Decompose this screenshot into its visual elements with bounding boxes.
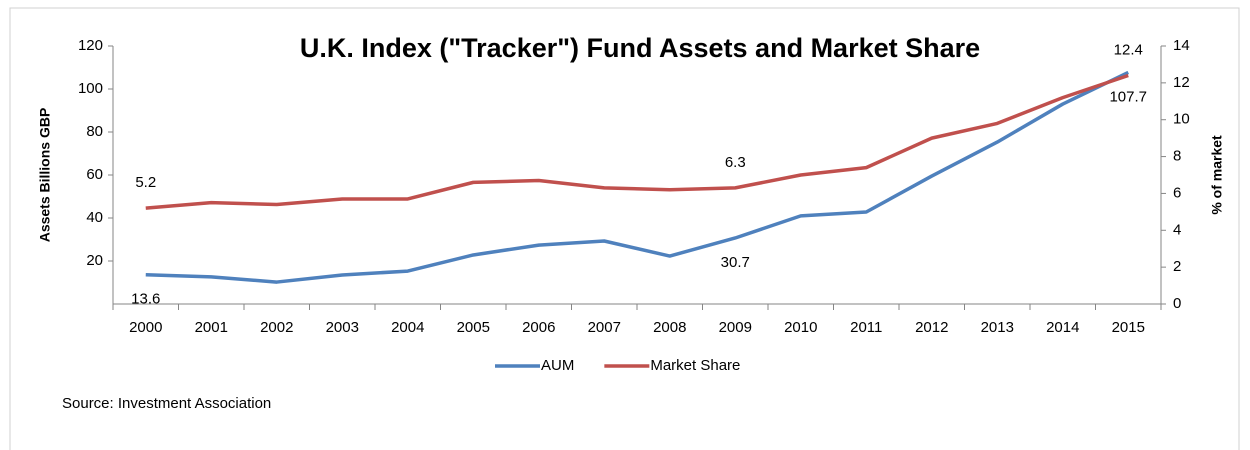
data-label: 30.7: [721, 254, 750, 271]
legend-label: AUM: [541, 357, 574, 374]
source-note: Source: Investment Association: [62, 395, 271, 412]
x-tick-label: 2012: [915, 319, 948, 336]
data-line: [145, 70, 1130, 284]
y-tick-label: 20: [86, 252, 103, 269]
data-line: [145, 73, 1129, 210]
y-tick-label: 80: [86, 123, 103, 140]
y2-tick-label: 8: [1173, 148, 1181, 165]
x-tick-label: 2008: [653, 319, 686, 336]
y-tick-label: 40: [86, 209, 103, 226]
y2-tick-label: 2: [1173, 258, 1181, 275]
y2-tick-label: 4: [1173, 221, 1181, 238]
y2-tick-label: 14: [1173, 37, 1190, 54]
x-tick-label: 2010: [784, 319, 817, 336]
x-tick-label: 2002: [260, 319, 293, 336]
data-label: 5.2: [135, 174, 156, 191]
legend-label: Market Share: [650, 357, 740, 374]
x-tick-label: 2005: [457, 319, 490, 336]
y2-axis-label: % of market: [1209, 135, 1225, 215]
y-tick-label: 60: [86, 166, 103, 183]
y-tick-label: 120: [78, 37, 103, 54]
x-tick-label: 2006: [522, 319, 555, 336]
data-label: 12.4: [1114, 41, 1143, 58]
y-axis-label: Assets Billions GBP: [37, 108, 53, 243]
x-tick-label: 2004: [391, 319, 424, 336]
x-tick-label: 2014: [1046, 319, 1079, 336]
x-tick-label: 2009: [719, 319, 752, 336]
data-label: 13.6: [131, 291, 160, 308]
x-tick-label: 2001: [195, 319, 228, 336]
x-tick-label: 2007: [588, 319, 621, 336]
x-tick-label: 2011: [850, 319, 882, 336]
chart-title: U.K. Index ("Tracker") Fund Assets and M…: [300, 33, 980, 63]
chart-frame: [9, 7, 1240, 450]
x-tick-label: 2003: [326, 319, 359, 336]
x-tick-label: 2015: [1112, 319, 1145, 336]
y2-tick-label: 6: [1173, 184, 1181, 201]
y2-tick-label: 12: [1173, 74, 1190, 91]
y-tick-label: 100: [78, 80, 103, 97]
x-tick-label: 2000: [129, 319, 162, 336]
data-label: 107.7: [1109, 88, 1147, 105]
data-label: 6.3: [725, 154, 746, 171]
y2-tick-label: 10: [1173, 111, 1190, 128]
y2-tick-label: 0: [1173, 295, 1181, 312]
x-tick-label: 2013: [981, 319, 1014, 336]
